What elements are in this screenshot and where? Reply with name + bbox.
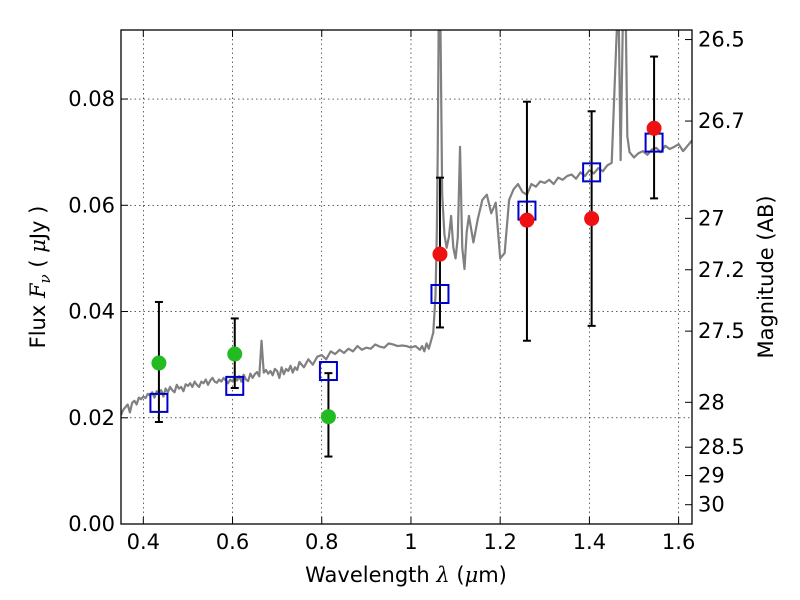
y-axis-label-mu: μ (26, 239, 50, 253)
x-tick-label: 0.8 (305, 530, 338, 554)
y-tick-label: 0.00 (68, 512, 115, 536)
x-tick-label: 0.6 (216, 530, 249, 554)
y2-axis-label: Magnitude (AB) (754, 195, 778, 358)
y2-tick-label: 27.5 (698, 319, 745, 343)
x-tick-label: 1.2 (483, 530, 516, 554)
y-tick-label: 0.06 (68, 193, 115, 217)
observed-point-red (646, 120, 662, 136)
model-photometry-square (582, 162, 602, 183)
observed-point-green (227, 346, 243, 362)
y-tick-label: 0.02 (68, 406, 115, 430)
plot-area (121, 30, 692, 458)
x-axis-label-close: m) (478, 563, 507, 587)
model-photometry-square (318, 361, 338, 382)
y-axis-label-F: F (26, 282, 50, 299)
y2-tick-label: 28.5 (698, 435, 745, 459)
y2-tick-label: 27.2 (698, 258, 745, 282)
y-axis-label-text: Flux (26, 298, 50, 348)
y-tick-label: 0.04 (68, 300, 115, 324)
y-axis-label-nu: ν (36, 274, 54, 283)
plot-frame (120, 29, 693, 525)
x-tick-label: 1.4 (573, 530, 606, 554)
y-axis-label-open: ( (26, 253, 50, 275)
x-axis-label-lambda: λ (435, 563, 449, 587)
observed-point-green (151, 355, 167, 371)
y2-tick-label: 27 (698, 206, 725, 230)
y-axis-label-close: Jy ) (26, 206, 50, 242)
observed-point-red (519, 212, 535, 228)
y2-tick-label: 28 (698, 390, 725, 414)
x-tick-label: 0.4 (127, 530, 160, 554)
y2-tick-label: 30 (698, 493, 725, 517)
observed-point-green (320, 409, 336, 425)
model-photometry-square (225, 375, 245, 396)
y2-tick-label: 26.7 (698, 109, 745, 133)
observed-point-red (584, 211, 600, 227)
x-axis-label: Wavelength λ (μm) (305, 563, 507, 587)
observed-point-red (432, 246, 448, 262)
spectrum-line (121, 30, 692, 416)
x-axis-label-mu: μ (465, 563, 479, 587)
axes: 0.4 0.6 0.8 1 1.2 1.4 1.6 0.00 0.02 0.04 0.06 0.08 2… (68, 28, 745, 554)
y2-tick-label: 26.5 (698, 28, 745, 52)
y2-tick-label: 29 (698, 464, 725, 488)
model-photometry-square (430, 283, 450, 304)
model-photometry-square (149, 392, 169, 413)
y-tick-label: 0.08 (68, 87, 115, 111)
y-axis-label: Flux Fν ( μJy ) (26, 206, 54, 349)
x-axis-label-text: Wavelength (305, 563, 436, 587)
x-tick-label: 1 (404, 530, 417, 554)
x-tick-label: 1.6 (662, 530, 695, 554)
x-axis-label-open: ( (450, 563, 465, 587)
